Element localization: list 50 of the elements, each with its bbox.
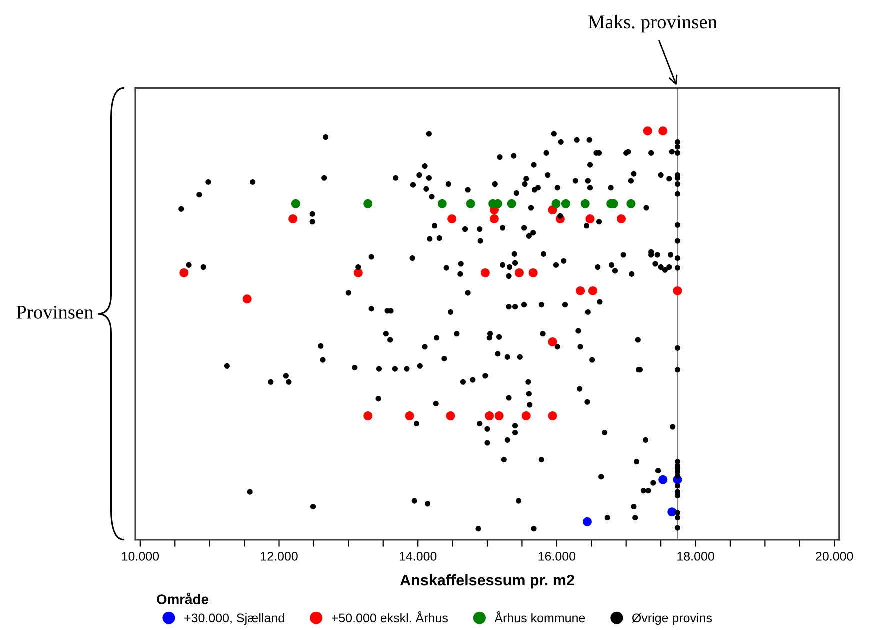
- legend-label: +50.000 ekskl. Århus: [332, 612, 448, 623]
- point: [480, 268, 490, 278]
- x-tick-label: 20.000: [816, 552, 854, 561]
- point: [658, 475, 668, 484]
- point: [466, 199, 476, 208]
- point: [528, 268, 538, 278]
- point: [588, 286, 598, 296]
- point: [658, 126, 668, 136]
- point: [242, 294, 252, 304]
- y-axis-title: Provinsen: [16, 306, 94, 319]
- point: [291, 199, 300, 208]
- point: [576, 286, 586, 296]
- point: [643, 126, 652, 136]
- x-axis-title: Anskaffelsessum pr. m2: [400, 574, 574, 589]
- point: [668, 508, 677, 517]
- point: [490, 214, 499, 224]
- x-tick-label: 18.000: [678, 552, 714, 561]
- point: [522, 412, 531, 421]
- point: [673, 286, 682, 296]
- point: [580, 199, 590, 208]
- point: [548, 338, 558, 347]
- point: [548, 412, 558, 421]
- point: [616, 214, 626, 224]
- point: [405, 412, 414, 421]
- legend-label: Øvrige provins: [632, 613, 712, 626]
- point: [180, 268, 189, 278]
- x-tick-label: 14.000: [400, 552, 437, 561]
- point: [552, 199, 561, 208]
- x-tick-label: 12.000: [261, 552, 298, 561]
- point: [514, 268, 524, 278]
- point: [288, 214, 298, 224]
- point: [507, 199, 516, 208]
- point: [446, 412, 456, 421]
- point: [354, 268, 363, 278]
- x-tick-label: 16.000: [538, 552, 576, 561]
- point: [561, 199, 570, 208]
- point: [438, 199, 447, 208]
- x-tick-label: 10.000: [122, 552, 160, 561]
- point: [364, 412, 373, 421]
- ref-line-label: Maks. provinsen: [588, 15, 718, 33]
- legend-title: Område: [157, 592, 209, 604]
- point: [448, 214, 457, 224]
- legend-label: +30.000, Sjælland: [184, 613, 284, 626]
- point: [494, 412, 504, 421]
- legend-label: Århus kommune: [494, 612, 586, 623]
- point: [364, 199, 373, 208]
- point: [582, 517, 592, 526]
- point: [485, 412, 494, 421]
- point: [586, 214, 595, 224]
- point: [626, 199, 636, 208]
